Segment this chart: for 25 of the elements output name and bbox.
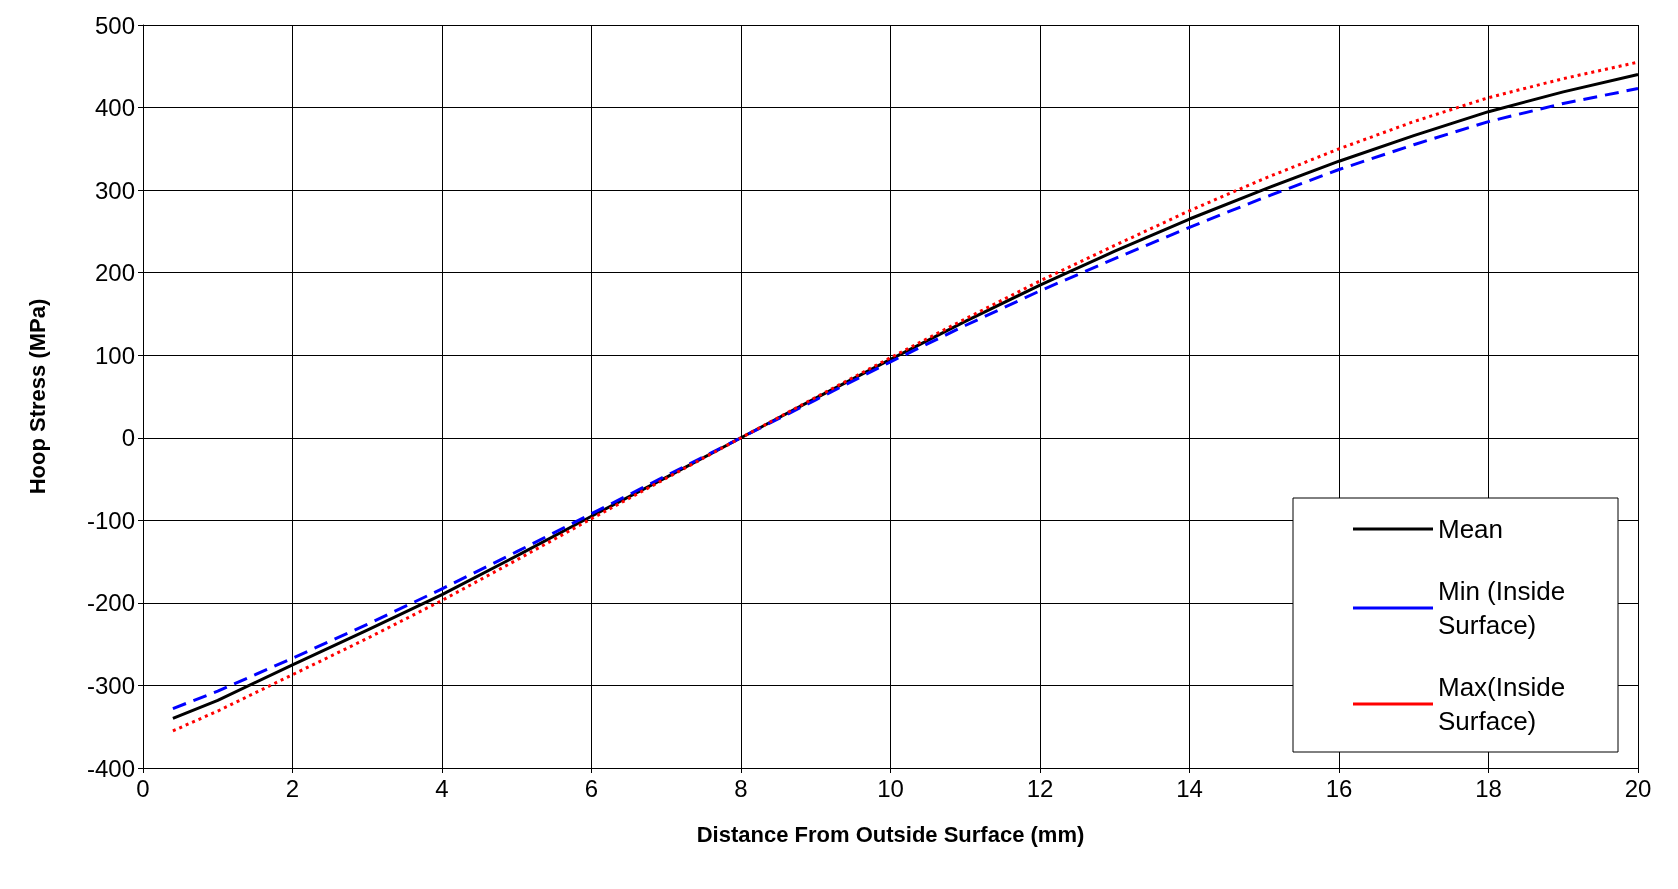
y-tick-label: 300: [94, 176, 135, 204]
x-tick-label: 10: [877, 774, 904, 802]
y-tick-label: 500: [94, 11, 135, 39]
y-tick-label: 400: [94, 94, 135, 122]
x-tick-label: 12: [1026, 774, 1054, 802]
x-tick-label: 16: [1325, 774, 1353, 802]
y-tick-label: -200: [86, 589, 135, 617]
x-tick-label: 4: [435, 774, 449, 802]
x-tick-label: 8: [734, 774, 748, 802]
y-tick-label: -300: [86, 671, 135, 699]
legend-label: Max(Inside Surface): [1438, 672, 1573, 736]
y-tick-label: -100: [86, 506, 135, 534]
legend-label: Min (Inside Surface): [1438, 576, 1573, 640]
x-tick-label: 14: [1176, 774, 1203, 802]
y-axis-title: Hoop Stress (MPa): [24, 298, 50, 495]
x-tick-label: 20: [1624, 774, 1652, 802]
y-tick-label: 200: [94, 259, 135, 287]
x-tick-label: 18: [1475, 774, 1502, 802]
y-tick-label: -400: [86, 754, 135, 782]
legend-label: Mean: [1438, 514, 1504, 544]
x-tick-label: 6: [584, 774, 599, 802]
y-tick-label: 0: [121, 424, 135, 452]
y-tick-label: 100: [94, 341, 135, 369]
x-tick-label: 2: [285, 774, 300, 802]
x-axis-title: Distance From Outside Surface (mm): [696, 821, 1085, 847]
